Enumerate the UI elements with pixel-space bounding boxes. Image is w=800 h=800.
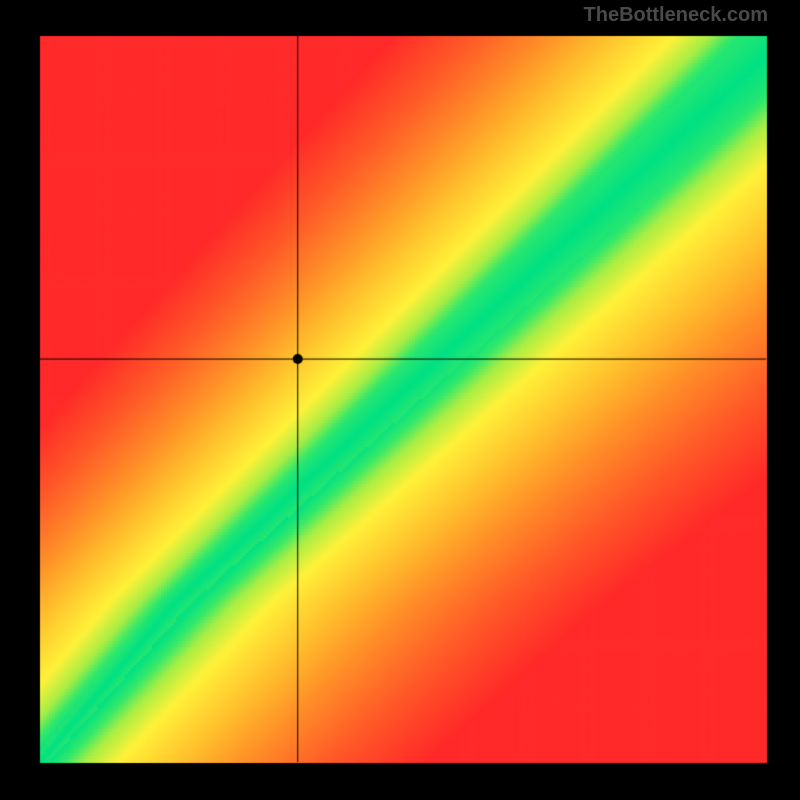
attribution-text: TheBottleneck.com (584, 4, 768, 27)
bottleneck-heatmap-canvas (0, 0, 800, 800)
root: TheBottleneck.com (0, 0, 800, 800)
